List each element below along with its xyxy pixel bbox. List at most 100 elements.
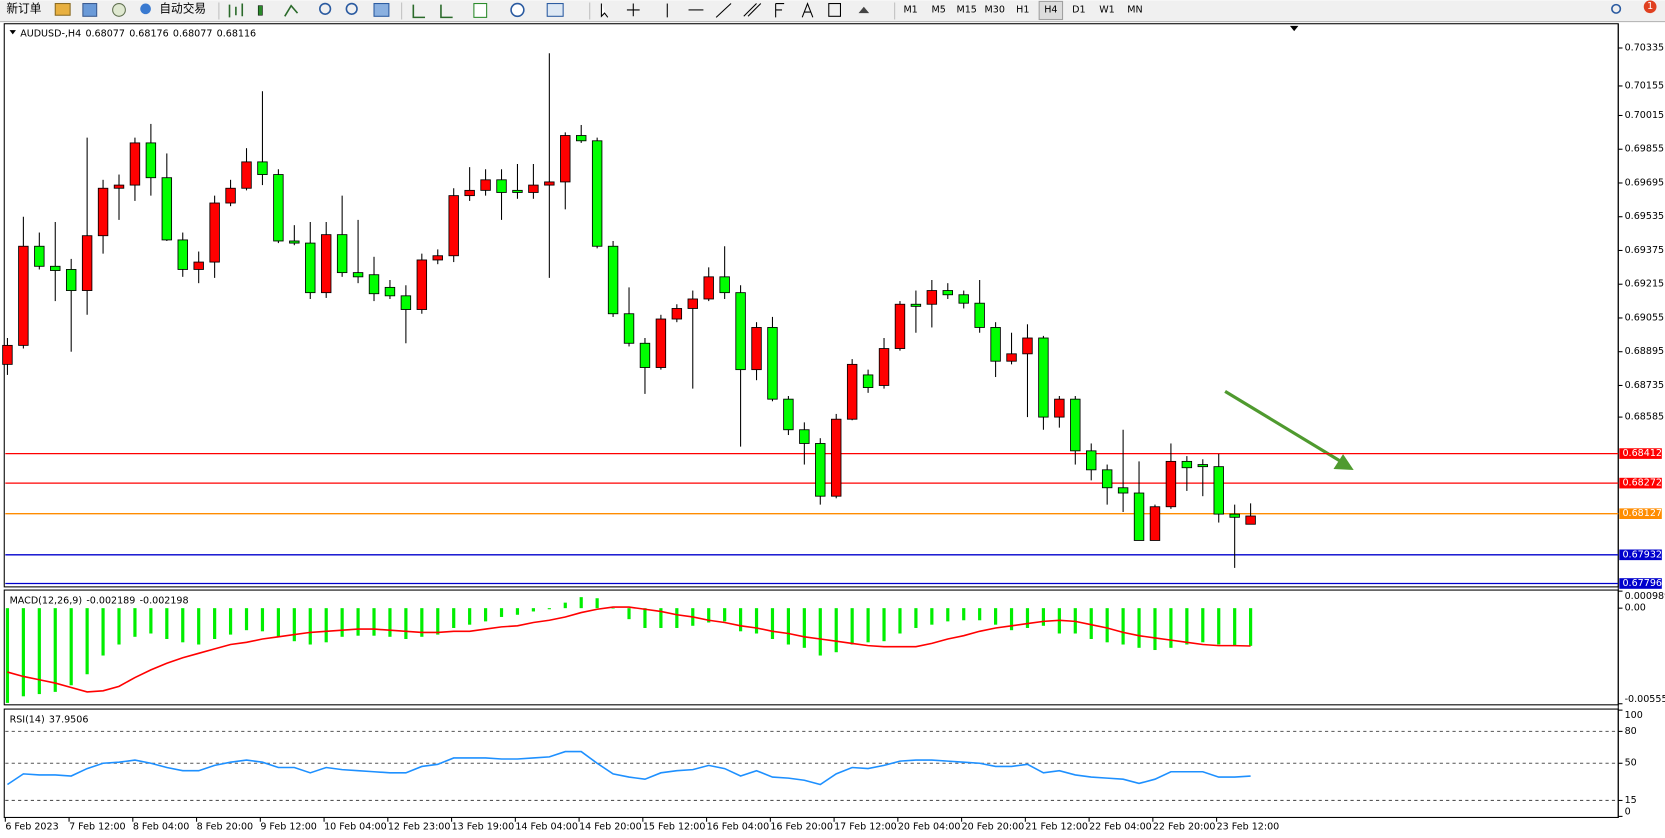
trendline-icon[interactable] bbox=[715, 3, 732, 18]
x-tick-label: 10 Feb 04:00 bbox=[324, 822, 387, 833]
channel-icon[interactable] bbox=[743, 3, 762, 17]
icon[interactable] bbox=[112, 3, 126, 17]
macd-bar bbox=[531, 608, 535, 612]
candle-body bbox=[591, 140, 603, 247]
timeframe-button[interactable]: M30 bbox=[985, 4, 1005, 15]
new-order-button[interactable]: 新订单 bbox=[6, 1, 41, 15]
header-value: -0.002198 bbox=[140, 595, 189, 606]
candle-body bbox=[81, 235, 93, 291]
candle-body bbox=[703, 276, 714, 300]
indicator-header: RSI(14) 37.9506 bbox=[10, 714, 89, 725]
icon[interactable] bbox=[82, 3, 98, 17]
x-tick-label: 16 Feb 20:00 bbox=[770, 822, 833, 833]
candle-body bbox=[846, 363, 858, 420]
candle-body bbox=[352, 272, 364, 278]
candle-icon[interactable] bbox=[257, 5, 263, 16]
candle-body bbox=[783, 398, 794, 431]
macd-bar bbox=[404, 608, 408, 640]
timeframe-button[interactable]: MN bbox=[1127, 4, 1142, 15]
price-label: 0.68412 bbox=[1622, 448, 1661, 459]
text-icon[interactable] bbox=[801, 2, 814, 18]
macd-bar bbox=[1105, 608, 1109, 643]
candle-body bbox=[448, 195, 459, 257]
timeframe-button[interactable]: M1 bbox=[903, 4, 917, 15]
line-chart-icon[interactable] bbox=[284, 4, 299, 17]
active-timeframe[interactable] bbox=[1038, 0, 1064, 21]
bar-chart-icon[interactable] bbox=[228, 3, 244, 18]
header-value: 37.9506 bbox=[49, 714, 88, 725]
candle-body bbox=[831, 418, 842, 497]
header-value: 0.68077 bbox=[173, 28, 212, 39]
candle-body bbox=[305, 242, 316, 294]
candle-body bbox=[735, 292, 746, 371]
price-label: 0.68272 bbox=[1622, 478, 1661, 489]
macd-bar bbox=[181, 608, 185, 643]
macd-bar bbox=[117, 608, 121, 645]
menu-marker bbox=[9, 30, 16, 35]
x-tick-label: 6 Feb 2023 bbox=[5, 822, 58, 833]
candle-body bbox=[336, 234, 348, 274]
template-icon[interactable] bbox=[546, 3, 564, 17]
candle-body bbox=[528, 184, 539, 193]
macd-bar bbox=[1233, 608, 1237, 646]
macd-bar bbox=[515, 608, 520, 615]
timeframe-button[interactable]: H4 bbox=[1044, 4, 1057, 15]
shift-icon[interactable] bbox=[440, 4, 453, 19]
icon[interactable] bbox=[54, 3, 71, 16]
fibo-icon[interactable] bbox=[775, 3, 785, 18]
auto-trading-button[interactable]: 自动交易 bbox=[159, 1, 206, 15]
candle-body bbox=[878, 348, 890, 386]
macd-bar bbox=[595, 598, 599, 609]
zoom-in[interactable] bbox=[319, 2, 332, 15]
macd-bar bbox=[898, 608, 902, 634]
macd-bar bbox=[978, 608, 982, 621]
macd-bar bbox=[483, 608, 488, 622]
y-tick-label: 0.000989 bbox=[1625, 591, 1665, 602]
candle-body bbox=[161, 177, 173, 241]
y-tick-label: -0.005554 bbox=[1625, 694, 1665, 705]
candle-body bbox=[65, 269, 77, 291]
timeframe-button[interactable]: M15 bbox=[957, 4, 977, 15]
x-tick-label: 8 Feb 20:00 bbox=[197, 822, 254, 833]
candle-body bbox=[257, 161, 268, 175]
x-tick-label: 12 Feb 23:00 bbox=[388, 822, 451, 833]
candle-body bbox=[464, 189, 475, 197]
x-tick-label: 14 Feb 20:00 bbox=[579, 822, 642, 833]
indicator-icon[interactable] bbox=[473, 3, 488, 18]
autoscroll-icon[interactable] bbox=[412, 4, 426, 19]
macd-bar bbox=[69, 608, 73, 686]
macd-bar bbox=[547, 608, 551, 610]
arrows-icon[interactable] bbox=[858, 6, 870, 14]
auto-trading-icon[interactable] bbox=[140, 3, 151, 15]
macd-bar bbox=[1137, 608, 1141, 648]
candle-body bbox=[97, 187, 109, 237]
x-tick-label: 17 Feb 12:00 bbox=[834, 822, 897, 833]
candle-body bbox=[815, 443, 826, 497]
x-tick-label: 9 Feb 12:00 bbox=[260, 822, 317, 833]
search-icon[interactable] bbox=[1611, 3, 1622, 14]
x-tick-label: 16 Feb 04:00 bbox=[707, 822, 770, 833]
timeframe-button[interactable]: D1 bbox=[1072, 4, 1085, 15]
timeframe-button[interactable]: M5 bbox=[931, 4, 945, 15]
notification-badge[interactable] bbox=[1643, 0, 1657, 14]
macd-bar bbox=[1249, 608, 1253, 646]
crosshair-icon[interactable] bbox=[626, 3, 640, 17]
y-tick-label: 100 bbox=[1625, 710, 1643, 721]
candle-body bbox=[942, 290, 953, 296]
zoom-out[interactable] bbox=[345, 2, 358, 15]
candle-body bbox=[193, 261, 204, 270]
candle-body bbox=[1213, 466, 1224, 515]
macd-bar bbox=[388, 608, 392, 637]
label-icon[interactable] bbox=[828, 3, 842, 17]
cursor-icon[interactable] bbox=[600, 3, 609, 18]
candle-body bbox=[894, 303, 906, 349]
period-icon[interactable] bbox=[510, 2, 525, 18]
candle-body bbox=[1054, 398, 1065, 418]
header-value: 0.68116 bbox=[217, 28, 256, 39]
timeframe-button[interactable]: W1 bbox=[1099, 4, 1115, 15]
timeframe-button[interactable]: H1 bbox=[1016, 4, 1029, 15]
candle-body bbox=[1197, 464, 1209, 468]
candle-body bbox=[368, 274, 380, 295]
tile-icon[interactable] bbox=[373, 3, 390, 17]
macd-bar bbox=[276, 608, 280, 637]
